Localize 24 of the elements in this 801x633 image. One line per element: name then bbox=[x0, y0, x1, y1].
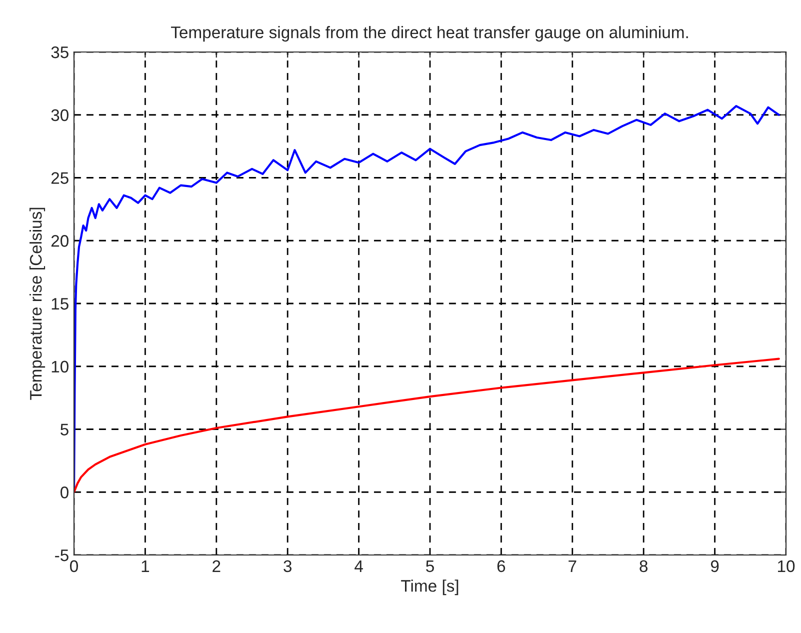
x-tick-label: 6 bbox=[497, 560, 506, 572]
y-tick-label: 25 bbox=[51, 172, 68, 184]
x-tick-label: 3 bbox=[284, 560, 292, 572]
y-tick-label: 0 bbox=[60, 486, 68, 498]
y-tick-label: 30 bbox=[51, 109, 68, 122]
y-tick-label: 35 bbox=[51, 46, 68, 58]
y-tick-label: 10 bbox=[52, 360, 68, 373]
y-tick-label: 15 bbox=[52, 298, 68, 310]
x-tick-label: 5 bbox=[426, 560, 434, 572]
y-tick-label: 20 bbox=[51, 235, 68, 247]
x-tick-label: 10 bbox=[778, 560, 795, 572]
line-series bbox=[74, 358, 780, 494]
x-tick-label: 8 bbox=[640, 560, 648, 572]
x-tick-label: 7 bbox=[568, 560, 576, 572]
x-tick-label: 0 bbox=[70, 560, 78, 572]
x-axis-title: Time [s] bbox=[401, 580, 458, 596]
x-tick-label: 2 bbox=[212, 560, 220, 572]
y-axis-title: Temperature rise [Celsius] bbox=[30, 208, 46, 400]
y-tick-label: -5 bbox=[55, 550, 68, 562]
x-tick-label: 1 bbox=[142, 560, 150, 572]
x-tick-label: 4 bbox=[354, 560, 363, 572]
x-tick-label: 9 bbox=[710, 560, 719, 572]
y-tick-label: 5 bbox=[60, 424, 68, 436]
chart-title: Temperature signals from the direct heat transfer gauge on aluminium. bbox=[171, 26, 688, 42]
